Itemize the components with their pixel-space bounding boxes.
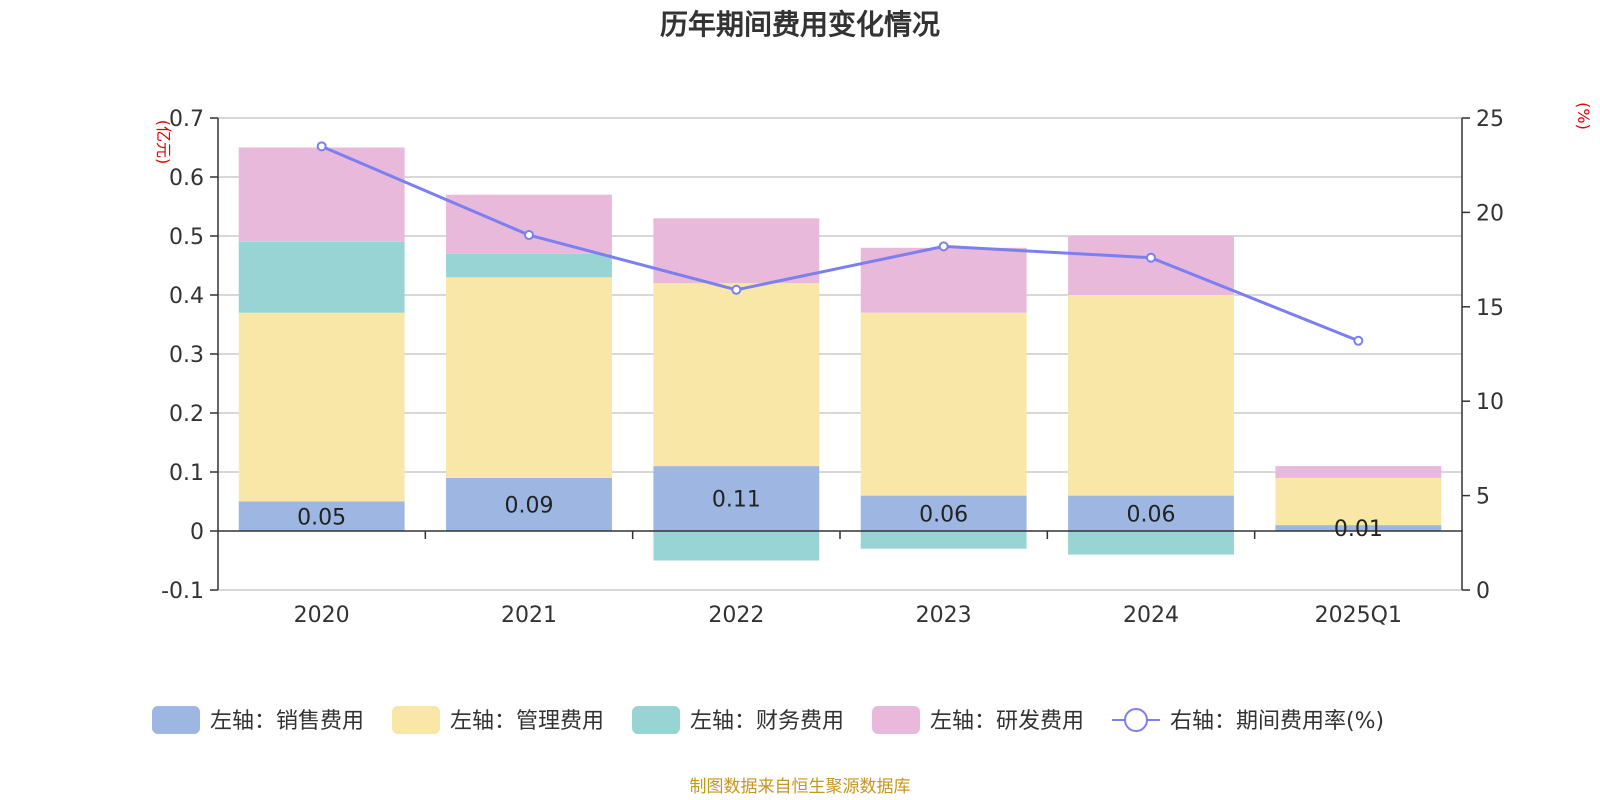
left-tick-label: 0.6 — [169, 166, 204, 191]
data-label: 0.11 — [712, 488, 761, 513]
data-labels: 0.05 0.09 0.11 0.06 0.06 0.01 — [297, 488, 1383, 543]
legend-item: 左轴：销售费用 — [152, 706, 364, 734]
grid-lines — [218, 117, 1462, 591]
bars — [238, 147, 1442, 561]
axes: -0.1 0 0.1 0.2 0.3 0.4 0.5 0.6 0.7 0 5 10 15 20 25 (亿元)… — [154, 102, 1593, 628]
legend-label: 右轴：期间费用率(%) — [1170, 709, 1384, 734]
left-tick-label: 0.4 — [169, 284, 204, 309]
legend-label: 左轴：管理费用 — [450, 709, 604, 734]
legend-swatch — [392, 706, 440, 734]
bar-segment — [446, 477, 612, 531]
data-label: 0.06 — [919, 502, 968, 527]
rate-point — [938, 241, 949, 252]
bar-segment — [1275, 466, 1442, 478]
right-axis-unit: (%) — [1574, 102, 1593, 130]
right-tick-label: 5 — [1476, 485, 1490, 510]
rate-line-path — [321, 144, 1359, 343]
left-tick-label: -0.1 — [161, 579, 204, 604]
bar-segment — [860, 531, 1027, 549]
bar-segment — [238, 312, 405, 502]
legend-item: 左轴：研发费用 — [872, 706, 1084, 734]
left-axis-unit: (亿元) — [154, 120, 173, 165]
legend-swatch — [872, 706, 920, 734]
right-tick-label: 25 — [1476, 107, 1504, 132]
data-label: 0.05 — [297, 505, 346, 530]
data-label: 0.09 — [505, 493, 554, 518]
bar-segment — [1068, 236, 1234, 295]
legend-marker-icon — [1124, 708, 1148, 732]
rate-point — [316, 141, 327, 152]
source-note: 制图数据来自恒生聚源数据库 — [690, 777, 911, 797]
bar-segment — [238, 147, 405, 242]
rate-point — [731, 284, 742, 295]
legend-label: 左轴：财务费用 — [690, 709, 844, 734]
x-tick-label: 2024 — [1123, 603, 1179, 628]
data-label: 0.01 — [1334, 517, 1383, 542]
legend-item: 右轴：期间费用率(%) — [1112, 708, 1384, 734]
rate-line — [316, 141, 1364, 346]
bar-segment — [653, 531, 820, 561]
left-tick-label: 0.1 — [169, 461, 204, 486]
legend-swatch — [632, 706, 680, 734]
bar-segment — [860, 312, 1027, 496]
bar-segment — [653, 466, 820, 531]
left-tick-label: 0.7 — [169, 107, 204, 132]
right-tick-label: 20 — [1476, 201, 1504, 226]
right-tick-label: 0 — [1476, 579, 1490, 604]
bar-segment — [1275, 477, 1442, 526]
bar-segment — [238, 501, 405, 531]
rate-point — [1146, 252, 1156, 263]
left-tick-label: 0.5 — [169, 225, 204, 250]
x-tick-label: 2020 — [294, 603, 350, 628]
legend-label: 左轴：销售费用 — [210, 709, 364, 734]
bar-segment — [653, 218, 820, 284]
data-label: 0.06 — [1127, 502, 1176, 527]
right-tick-label: 10 — [1476, 390, 1504, 415]
x-tick-label: 2023 — [916, 603, 972, 628]
bar-segment — [446, 194, 612, 254]
legend-item: 左轴：财务费用 — [632, 706, 844, 734]
bar-segment — [1068, 531, 1234, 555]
legend-swatch — [152, 706, 200, 734]
chart-title: 历年期间费用变化情况 — [660, 8, 940, 41]
bar-segment — [238, 241, 405, 313]
bar-segment — [446, 277, 612, 478]
left-tick-label: 0.2 — [169, 402, 204, 427]
bar-segment — [1275, 525, 1442, 531]
rate-point — [1353, 335, 1364, 346]
bar-segment — [860, 495, 1027, 531]
left-tick-label: 0.3 — [169, 343, 204, 368]
legend-item: 左轴：管理费用 — [392, 706, 604, 734]
bar-segment — [446, 253, 612, 278]
legend: 左轴：销售费用 左轴：管理费用 左轴：财务费用 左轴：研发费用 右轴：期间费用率(%) — [152, 706, 1384, 734]
bar-segment — [653, 283, 820, 467]
x-tick-label: 2025Q1 — [1315, 603, 1402, 628]
rate-point — [524, 230, 534, 241]
legend-label: 左轴：研发费用 — [930, 709, 1084, 734]
bar-segment — [1068, 295, 1234, 496]
x-tick-label: 2022 — [708, 603, 764, 628]
right-tick-label: 15 — [1476, 296, 1504, 321]
x-tick-label: 2021 — [501, 603, 557, 628]
left-tick-label: 0 — [190, 520, 204, 545]
bar-segment — [1068, 495, 1234, 531]
